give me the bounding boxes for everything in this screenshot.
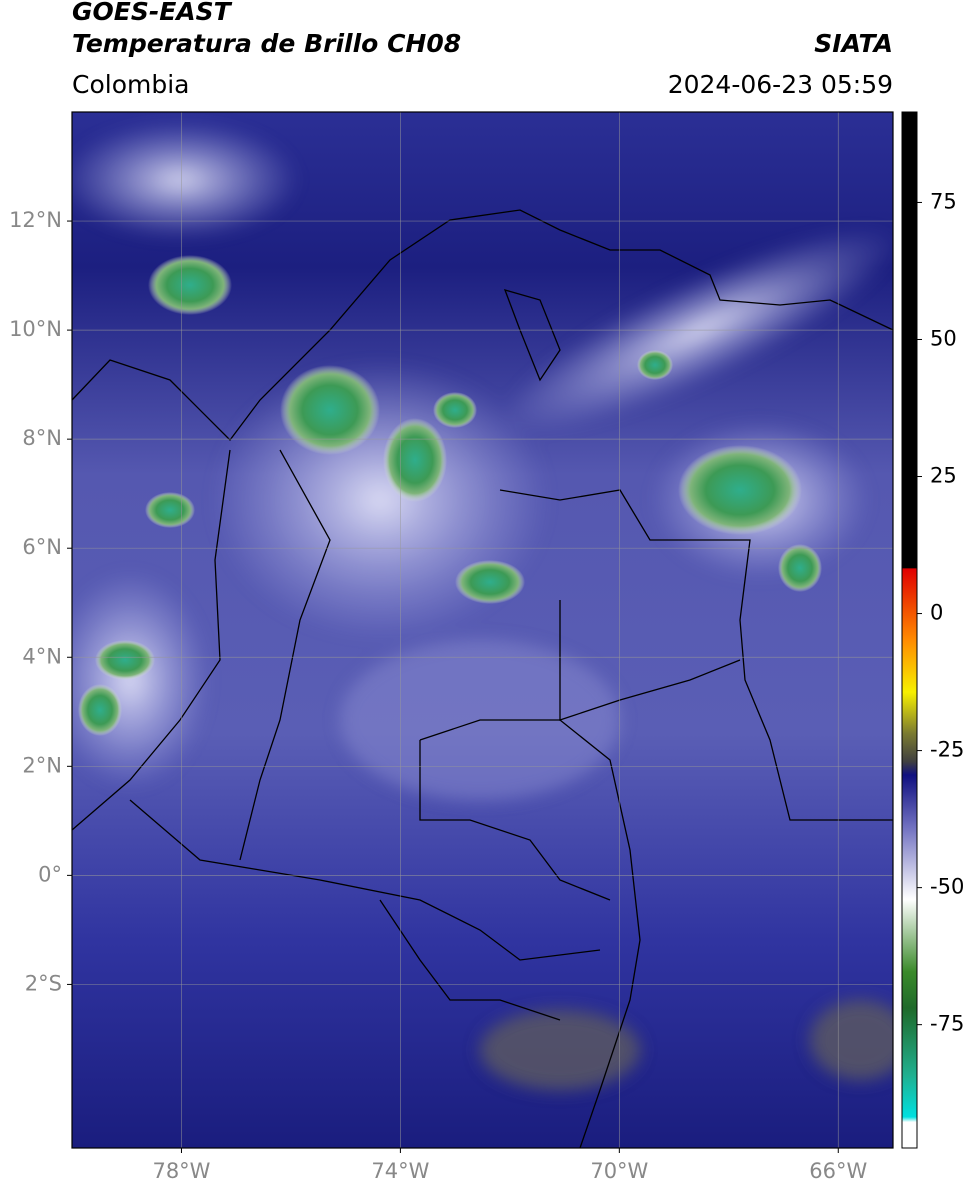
- y-tick-label: 2°N: [22, 753, 62, 777]
- x-tick-label: 78°W: [152, 1159, 210, 1183]
- colorbar-label: 75: [930, 189, 957, 213]
- region: Colombia: [72, 70, 189, 99]
- y-tick-label: 10°N: [9, 317, 62, 341]
- colorbar-label: 50: [930, 326, 957, 350]
- source: SIATA: [814, 29, 893, 58]
- colorbar-label: 0: [930, 601, 943, 625]
- colorbar-label: -50: [930, 875, 964, 899]
- y-tick-label: 12°N: [9, 208, 62, 232]
- colorbar: [901, 111, 918, 1149]
- y-tick-label: 0°: [38, 862, 62, 886]
- colorbar-label: -25: [930, 738, 964, 762]
- satellite-image: [72, 112, 893, 1148]
- datetime: 2024-06-23 05:59: [668, 70, 893, 99]
- y-tick-label: 8°N: [22, 426, 62, 450]
- y-tick-label: 2°S: [25, 971, 62, 995]
- y-tick-label: 4°N: [22, 644, 62, 668]
- subtitle: Temperatura de Brillo CH08: [72, 29, 461, 58]
- x-tick-label: 70°W: [590, 1159, 648, 1183]
- colorbar-label: 25: [930, 464, 957, 488]
- colorbar-label: -75: [930, 1012, 964, 1036]
- map-frame: [71, 111, 894, 1149]
- y-tick-label: 6°N: [22, 535, 62, 559]
- x-tick-label: 66°W: [809, 1159, 867, 1183]
- title: GOES-EAST: [72, 0, 233, 26]
- x-tick-label: 74°W: [371, 1159, 429, 1183]
